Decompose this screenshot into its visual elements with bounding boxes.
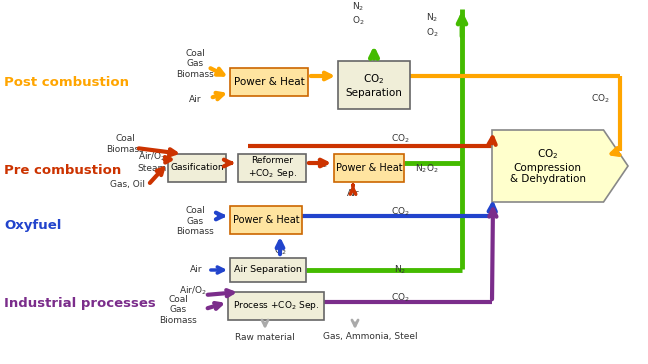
Text: Pre combustion: Pre combustion bbox=[4, 165, 121, 178]
Text: N$_2$
O$_2$: N$_2$ O$_2$ bbox=[426, 12, 438, 39]
Text: Oxyfuel: Oxyfuel bbox=[4, 219, 62, 233]
Text: Industrial processes: Industrial processes bbox=[4, 297, 156, 310]
Text: CO$_2$
Separation: CO$_2$ Separation bbox=[345, 72, 402, 98]
Text: Air: Air bbox=[347, 189, 359, 198]
Text: O$_2$: O$_2$ bbox=[273, 245, 286, 257]
Text: Power & Heat: Power & Heat bbox=[336, 163, 402, 173]
Text: Air: Air bbox=[189, 95, 202, 104]
Text: N$_2$: N$_2$ bbox=[394, 264, 406, 276]
FancyBboxPatch shape bbox=[230, 258, 306, 282]
Text: Coal
Biomass: Coal Biomass bbox=[106, 134, 144, 154]
Text: CO$_2$: CO$_2$ bbox=[590, 93, 609, 105]
Text: N$_2$
O$_2$: N$_2$ O$_2$ bbox=[352, 0, 364, 27]
Text: Coal
Gas
Biomass: Coal Gas Biomass bbox=[176, 49, 214, 79]
Text: Gas, Ammonia, Steel: Gas, Ammonia, Steel bbox=[323, 332, 417, 341]
Text: Raw material: Raw material bbox=[235, 332, 295, 341]
Polygon shape bbox=[492, 130, 628, 202]
Text: Air/O$_2$
Steam: Air/O$_2$ Steam bbox=[137, 151, 167, 174]
Text: Gas, Oil: Gas, Oil bbox=[110, 181, 145, 190]
FancyBboxPatch shape bbox=[334, 154, 404, 182]
Text: Air/O$_2$: Air/O$_2$ bbox=[179, 285, 207, 297]
FancyBboxPatch shape bbox=[338, 61, 410, 109]
Text: Coal
Gas
Biomass: Coal Gas Biomass bbox=[159, 295, 197, 325]
Text: Air: Air bbox=[190, 265, 202, 274]
FancyBboxPatch shape bbox=[230, 206, 302, 234]
FancyBboxPatch shape bbox=[168, 154, 226, 182]
FancyBboxPatch shape bbox=[238, 154, 306, 182]
FancyBboxPatch shape bbox=[230, 68, 308, 96]
Text: Gasification: Gasification bbox=[170, 163, 224, 173]
FancyBboxPatch shape bbox=[228, 292, 324, 320]
Text: H$_2$: H$_2$ bbox=[316, 158, 328, 170]
Text: Post combustion: Post combustion bbox=[4, 75, 129, 88]
Text: Air Separation: Air Separation bbox=[234, 265, 302, 274]
Text: CO$_2$: CO$_2$ bbox=[391, 133, 410, 145]
Text: CO$_2$
Compression
& Dehydration: CO$_2$ Compression & Dehydration bbox=[510, 147, 586, 185]
Text: Process +CO$_2$ Sep.: Process +CO$_2$ Sep. bbox=[233, 300, 319, 313]
Text: Power & Heat: Power & Heat bbox=[234, 77, 305, 87]
Text: Power & Heat: Power & Heat bbox=[233, 215, 299, 225]
Text: Reformer
+CO$_2$ Sep.: Reformer +CO$_2$ Sep. bbox=[248, 156, 297, 180]
Text: CO$_2$: CO$_2$ bbox=[391, 206, 410, 218]
Text: CO$_2$: CO$_2$ bbox=[391, 292, 410, 304]
Text: N$_2$O$_2$: N$_2$O$_2$ bbox=[415, 163, 439, 175]
Text: Coal
Gas
Biomass: Coal Gas Biomass bbox=[176, 206, 214, 236]
